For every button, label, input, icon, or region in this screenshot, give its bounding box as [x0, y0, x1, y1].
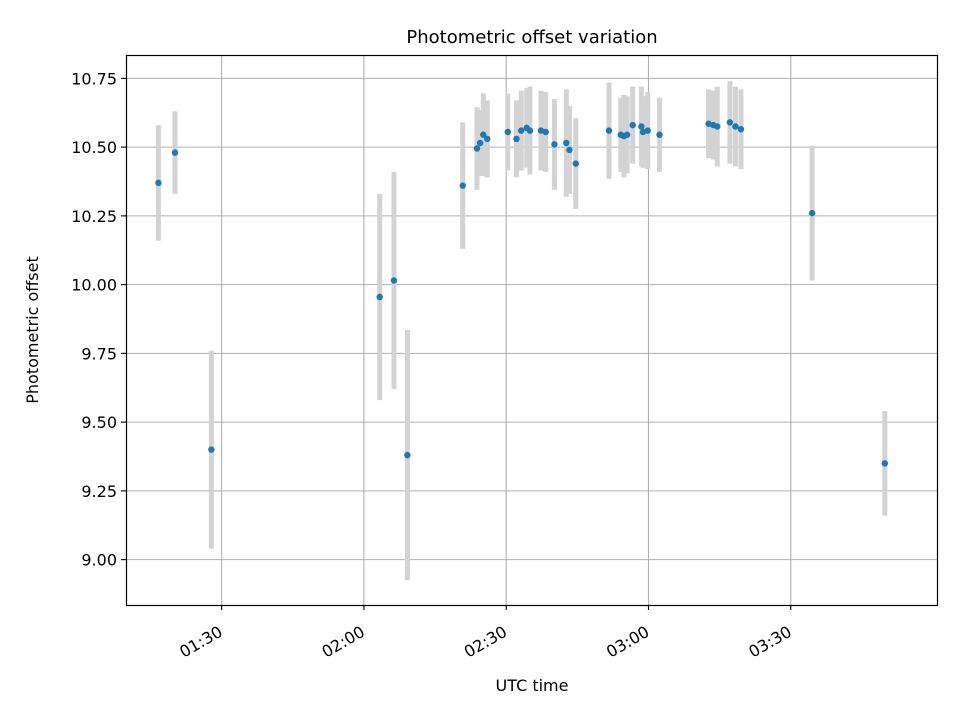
data-point: [504, 128, 511, 136]
y-tick-label: 9.00: [81, 551, 117, 570]
data-point: [714, 123, 721, 130]
data-point: [644, 127, 651, 134]
data-point: [208, 446, 215, 453]
data-point: [551, 141, 558, 148]
data-point: [732, 123, 739, 130]
data-point: [726, 119, 734, 126]
data-point: [629, 121, 636, 129]
data-point: [572, 160, 579, 167]
y-tick-label: 10.25: [71, 207, 117, 226]
data-point: [459, 182, 466, 189]
grid: [126, 55, 937, 605]
data-point: [480, 131, 487, 138]
y-axis-label: Photometric offset: [23, 256, 42, 404]
data-point: [376, 293, 383, 301]
y-tick-label: 10.00: [71, 276, 117, 295]
data-point: [155, 179, 162, 187]
y-tick-label: 10.75: [71, 69, 117, 88]
data-point: [171, 149, 179, 156]
data-point: [881, 460, 889, 467]
data-point: [563, 139, 570, 147]
data-point: [473, 145, 481, 152]
y-tick-label: 10.50: [71, 138, 117, 157]
y-tick-label: 9.25: [81, 482, 117, 501]
data-point: [542, 128, 549, 136]
data-point: [476, 139, 484, 147]
data-point: [513, 135, 520, 143]
x-axis-label: UTC time: [496, 676, 569, 695]
data-point: [737, 126, 745, 133]
data-point: [808, 209, 816, 217]
data-points: [155, 119, 889, 467]
data-point: [484, 135, 491, 143]
y-tick-label: 9.75: [81, 344, 117, 363]
data-point: [638, 123, 645, 130]
data-point: [390, 277, 398, 284]
data-point: [566, 146, 573, 154]
data-point: [623, 131, 631, 138]
data-point: [404, 451, 411, 459]
data-point: [518, 127, 525, 134]
plot-frame: [125, 54, 939, 607]
data-point: [656, 131, 663, 138]
y-tick-label: 9.50: [81, 413, 117, 432]
data-point: [526, 127, 534, 134]
chart-title: Photometric offset variation: [406, 27, 657, 48]
data-point: [605, 127, 613, 134]
